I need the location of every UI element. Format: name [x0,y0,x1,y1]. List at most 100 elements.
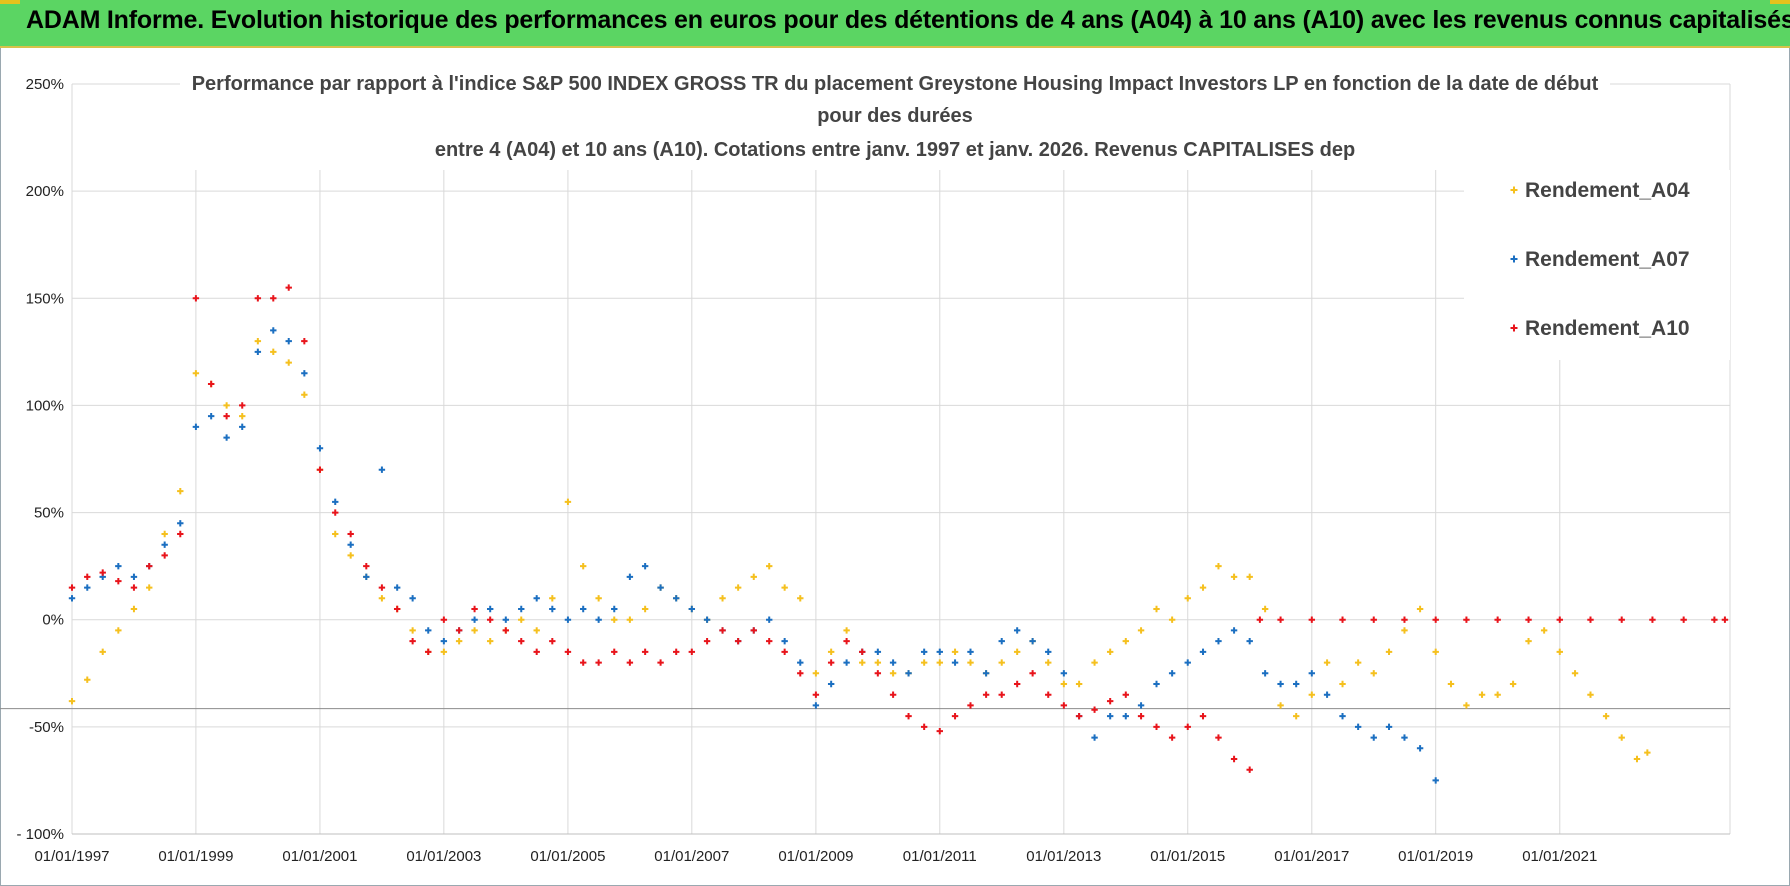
point-Rendement_A10-64 [1060,702,1068,709]
point-Rendement_A07-64 [1060,670,1068,677]
point-Rendement_A07-68 [1122,712,1129,720]
point-Rendement_A10-4 [130,584,138,591]
point-Rendement_A04-8 [192,370,200,377]
legend-marker-Rendement_A10 [1510,324,1518,332]
point-Rendement_A10-78 [1277,616,1284,623]
point-Rendement_A04-94 [1525,637,1532,645]
point-Rendement_A04-44 [750,573,757,581]
point-Rendement_A04-14 [285,359,292,366]
point-Rendement_A04-98 [1587,691,1594,698]
point-Rendement_A04-66 [1091,659,1098,666]
point-Rendement_A07-59 [982,670,990,677]
chart-title-line-3: entre 4 (A04) et 10 ans (A10). Cotations… [435,139,1355,161]
point-Rendement_A10-31 [549,637,556,645]
point-Rendement_A04-65 [1075,680,1083,688]
point-Rendement_A04-68 [1122,637,1129,645]
point-Rendement_A07-26 [471,616,478,623]
x-tick-label: 01/01/1999 [158,848,233,865]
point-Rendement_A10-63 [1045,691,1052,698]
point-Rendement_A10-20 [378,584,386,591]
point-Rendement_A04-18 [347,552,354,559]
point-Rendement_A07-6 [161,541,168,548]
point-Rendement_A07-24 [440,637,448,645]
y-tick-label: 100% [26,397,64,414]
point-Rendement_A04-64 [1060,680,1068,688]
point-Rendement_A04-85 [1385,648,1393,656]
point-Rendement_A07-67 [1106,712,1114,720]
point-Rendement_A10-71 [1168,734,1176,741]
point-Rendement_A07-16 [316,445,324,452]
point-Rendement_A04-63 [1045,659,1052,666]
point-Rendement_A07-27 [486,605,494,613]
point-Rendement_A07-30 [533,595,540,602]
point-Rendement_A07-75 [1230,627,1238,634]
point-Rendement_A04-82 [1339,680,1346,688]
point-Rendement_A07-73 [1199,648,1207,656]
point-Rendement_A10-84 [1463,616,1470,623]
point-Rendement_A07-38 [657,584,664,591]
point-Rendement_A04-4 [130,605,138,613]
x-tick-label: 01/01/2013 [1026,848,1101,865]
point-Rendement_A04-58 [967,659,974,666]
point-Rendement_A04-36 [626,616,634,623]
point-Rendement_A07-13 [270,327,277,334]
point-Rendement_A10-32 [564,648,572,656]
point-Rendement_A04-45 [766,562,773,570]
point-Rendement_A10-50 [843,637,850,645]
x-tick-label: 01/01/2005 [530,848,605,865]
point-Rendement_A07-77 [1261,670,1269,677]
point-Rendement_A04-51 [859,659,866,666]
point-Rendement_A04-73 [1199,584,1207,591]
point-Rendement_A10-52 [874,670,882,677]
point-Rendement_A10-86 [1525,616,1532,623]
point-Rendement_A10-28 [502,627,510,634]
point-Rendement_A07-22 [409,595,416,602]
point-Rendement_A10-34 [595,659,602,666]
legend-marker-Rendement_A04 [1510,186,1518,194]
banner-corner-left [0,0,20,4]
y-tick-label: 50% [34,505,64,522]
point-Rendement_A10-56 [936,727,943,735]
grid-lines [71,83,1731,835]
point-Rendement_A10-38 [657,659,664,666]
point-Rendement_A10-58 [967,702,974,709]
point-Rendement_A04-1 [84,676,91,683]
point-Rendement_A04-49 [827,648,835,656]
point-Rendement_A04-26 [471,627,478,634]
point-Rendement_A04-84 [1370,670,1377,677]
point-Rendement_A07-15 [301,370,308,377]
point-Rendement_A04-37 [641,605,649,613]
title-banner: ADAM Informe. Evolution historique des p… [0,0,1790,48]
point-Rendement_A04-74 [1215,562,1222,570]
point-Rendement_A07-28 [502,616,510,623]
point-Rendement_A10-75 [1230,755,1238,763]
point-Rendement_A04-52 [874,659,882,666]
x-tick-label: 01/01/2021 [1522,848,1597,865]
point-Rendement_A10-70 [1153,723,1160,731]
y-tick-label: 0% [42,612,64,629]
point-Rendement_A07-58 [967,648,974,656]
chart-title-line-2: pour des durées [817,105,973,127]
point-Rendement_A10-81 [1370,616,1377,623]
point-Rendement_A07-11 [239,423,246,431]
point-Rendement_A10-41 [703,637,711,645]
point-Rendement_A07-36 [626,573,634,581]
point-Rendement_A04-89 [1447,680,1455,688]
point-Rendement_A04-67 [1106,648,1114,656]
point-Rendement_A10-25 [455,627,463,634]
point-Rendement_A10-36 [626,659,634,666]
point-Rendement_A04-31 [549,595,556,602]
point-Rendement_A07-66 [1091,734,1098,741]
point-Rendement_A10-77 [1256,616,1264,623]
point-Rendement_A07-70 [1153,680,1160,688]
point-Rendement_A10-43 [734,637,742,645]
point-Rendement_A07-3 [115,562,122,570]
chart-legend: Rendement_A04 Rendement_A07 Rendement_A10 [1464,170,1730,360]
legend-label-Rendement_A04: Rendement_A04 [1525,179,1690,202]
point-Rendement_A07-76 [1246,637,1253,645]
y-tick-label: 250% [26,76,64,93]
point-Rendement_A10-0 [68,584,76,591]
banner-title: ADAM Informe. Evolution historique des p… [26,6,1790,34]
point-Rendement_A07-9 [207,412,215,420]
point-Rendement_A10-90 [1649,616,1656,623]
